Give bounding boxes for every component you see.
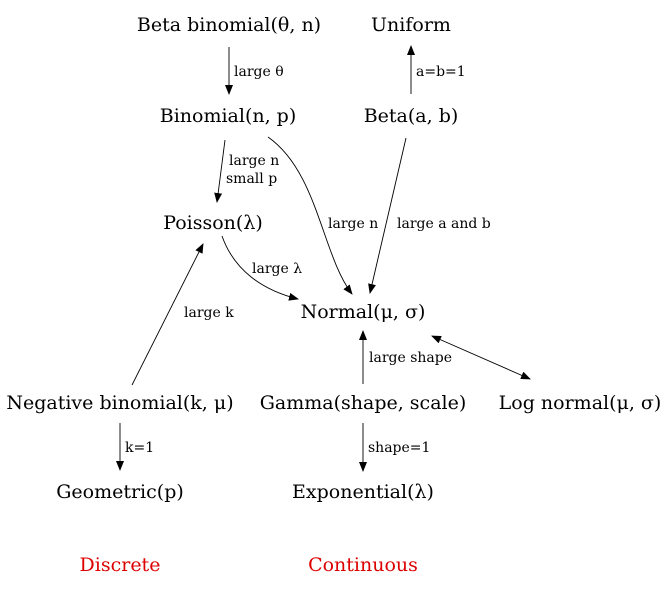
legend-continuous: Continuous [308, 554, 418, 576]
node-beta: Beta(a, b) [364, 105, 459, 127]
label-large-k: large k [184, 305, 234, 321]
label-shape-equals-1: shape=1 [368, 440, 430, 456]
node-exponential: Exponential(λ) [292, 481, 434, 503]
label-a-equals-b-equals-1: a=b=1 [416, 64, 466, 80]
node-normal: Normal(μ, σ) [301, 301, 426, 323]
label-small-p: small p [226, 171, 277, 187]
node-log-normal: Log normal(μ, σ) [499, 392, 662, 414]
legend-discrete: Discrete [80, 554, 161, 576]
label-large-shape: large shape [369, 350, 452, 366]
node-binomial: Binomial(n, p) [160, 105, 297, 127]
node-uniform: Uniform [371, 14, 451, 36]
edge-poisson-to-normal [221, 235, 299, 301]
node-geometric: Geometric(p) [56, 481, 184, 503]
label-large-a-and-b: large a and b [397, 216, 491, 232]
label-large-theta: large θ [234, 64, 284, 80]
node-poisson: Poisson(λ) [163, 212, 263, 234]
label-large-n-binomial-normal: large n [328, 216, 378, 232]
edge-binomial-to-poisson [214, 139, 226, 203]
node-gamma: Gamma(shape, scale) [260, 392, 467, 414]
edge-beta-to-normal [368, 137, 407, 294]
label-large-n-binomial-poisson: large n [229, 153, 279, 169]
label-k-equals-1: k=1 [125, 440, 154, 456]
node-beta-binomial: Beta binomial(θ, n) [137, 14, 321, 36]
edge-normal-log-normal [431, 335, 531, 380]
edge-binomial-to-normal [267, 136, 353, 295]
edge-negative-binomial-to-poisson [131, 243, 204, 386]
node-negative-binomial: Negative binomial(k, μ) [6, 392, 233, 414]
label-large-lambda: large λ [252, 261, 302, 277]
